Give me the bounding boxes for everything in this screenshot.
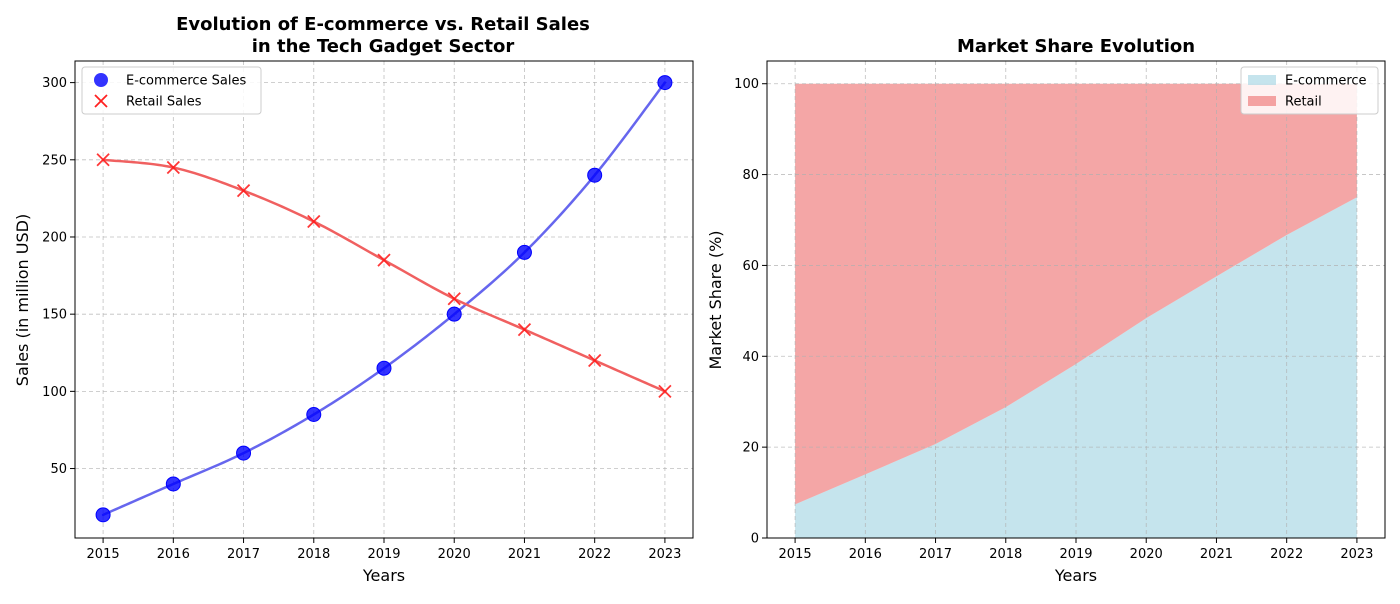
left-y-tick-label: 200 bbox=[42, 230, 67, 245]
left-x-tick-label: 2020 bbox=[438, 547, 471, 562]
right-y-tick-label: 80 bbox=[742, 168, 759, 183]
sales-line-chart: Evolution of E-commerce vs. Retail Sales… bbox=[13, 14, 694, 585]
left-plot-area bbox=[95, 75, 673, 523]
legend-marker bbox=[94, 94, 108, 108]
right-y-axis: 0 20 40 60 80 100 bbox=[734, 77, 767, 547]
ecommerce-data-point bbox=[657, 75, 673, 91]
right-x-tick-label: 2022 bbox=[1270, 547, 1303, 562]
right-x-tick-label: 2021 bbox=[1200, 547, 1233, 562]
right-y-axis-label: Market Share (%) bbox=[706, 230, 725, 369]
retail-data-point bbox=[96, 153, 110, 167]
ecommerce-data-point bbox=[306, 407, 322, 423]
left-grid bbox=[75, 61, 693, 538]
retail-data-point bbox=[658, 384, 672, 398]
right-x-tick-label: 2020 bbox=[1130, 547, 1163, 562]
left-legend-box bbox=[81, 66, 262, 115]
left-x-axis-label: Years bbox=[362, 566, 405, 585]
left-y-tick-label: 100 bbox=[42, 385, 67, 400]
right-y-tick-label: 60 bbox=[742, 259, 759, 274]
left-x-tick-label: 2021 bbox=[508, 547, 541, 562]
retail-data-point bbox=[517, 322, 532, 337]
left-y-tick-label: 300 bbox=[42, 76, 67, 91]
retail-data-point bbox=[588, 353, 602, 368]
retail-data-point bbox=[377, 253, 391, 267]
market-share-area-chart: Market Share Evolution 2015 2016 2017 2018 2… bbox=[706, 36, 1386, 585]
left-chart-title-line1: Evolution of E-commerce vs. Retail Sales bbox=[176, 14, 590, 35]
legend-label: E-commerce bbox=[1285, 74, 1367, 89]
right-x-tick-label: 2015 bbox=[779, 547, 812, 562]
ecommerce-data-point bbox=[516, 244, 532, 260]
right-y-tick-label: 0 bbox=[751, 532, 759, 547]
legend-label: Retail Sales bbox=[126, 95, 202, 110]
right-x-tick-label: 2016 bbox=[849, 547, 882, 562]
left-x-tick-label: 2022 bbox=[578, 547, 611, 562]
left-y-tick-label: 150 bbox=[42, 308, 67, 323]
right-x-tick-label: 2017 bbox=[919, 547, 952, 562]
left-x-tick-label: 2018 bbox=[297, 547, 330, 562]
retail-data-point bbox=[307, 214, 321, 229]
left-x-tick-label: 2016 bbox=[157, 547, 190, 562]
retail-data-point bbox=[447, 292, 461, 306]
ecommerce-data-point bbox=[587, 167, 603, 183]
ecommerce-share-area bbox=[795, 197, 1357, 539]
left-x-axis: 2015 2016 2017 2018 2019 2020 2021 2022 2023 bbox=[87, 538, 681, 562]
legend-marker bbox=[94, 73, 108, 87]
left-x-tick-label: 2015 bbox=[87, 547, 120, 562]
right-legend: E-commerce Retail bbox=[1240, 66, 1379, 115]
right-x-tick-label: 2018 bbox=[989, 547, 1022, 562]
right-x-tick-label: 2023 bbox=[1340, 547, 1373, 562]
retail-data-point bbox=[236, 184, 251, 198]
left-y-tick-label: 50 bbox=[50, 462, 67, 477]
legend-swatch bbox=[1248, 75, 1276, 85]
ecommerce-data-point bbox=[165, 476, 181, 492]
right-y-tick-label: 20 bbox=[742, 441, 759, 456]
left-x-tick-label: 2023 bbox=[648, 547, 681, 562]
left-y-tick-label: 250 bbox=[42, 153, 67, 168]
ecommerce-data-point bbox=[95, 507, 111, 523]
ecommerce-data-point bbox=[236, 445, 252, 461]
legend-label: E-commerce Sales bbox=[126, 74, 246, 89]
left-legend: E-commerce Sales Retail Sales bbox=[81, 66, 262, 115]
right-x-axis: 2015 2016 2017 2018 2019 2020 2021 2022 2023 bbox=[779, 538, 1373, 562]
right-x-axis-label: Years bbox=[1054, 566, 1097, 585]
ecommerce-data-point bbox=[446, 306, 462, 322]
left-x-tick-label: 2019 bbox=[367, 547, 400, 562]
right-chart-title: Market Share Evolution bbox=[957, 36, 1195, 57]
right-y-tick-label: 40 bbox=[742, 350, 759, 365]
retail-data-point bbox=[166, 160, 180, 175]
left-chart-title-line2: in the Tech Gadget Sector bbox=[252, 36, 515, 57]
legend-label: Retail bbox=[1285, 95, 1322, 110]
ecommerce-data-point bbox=[376, 360, 392, 376]
left-y-axis-label: Sales (in million USD) bbox=[13, 214, 32, 386]
right-x-tick-label: 2019 bbox=[1059, 547, 1092, 562]
right-y-tick-label: 100 bbox=[734, 77, 759, 92]
left-y-axis: 50 100 150 200 250 300 bbox=[42, 76, 75, 477]
legend-swatch bbox=[1248, 96, 1276, 106]
left-x-tick-label: 2017 bbox=[227, 547, 260, 562]
